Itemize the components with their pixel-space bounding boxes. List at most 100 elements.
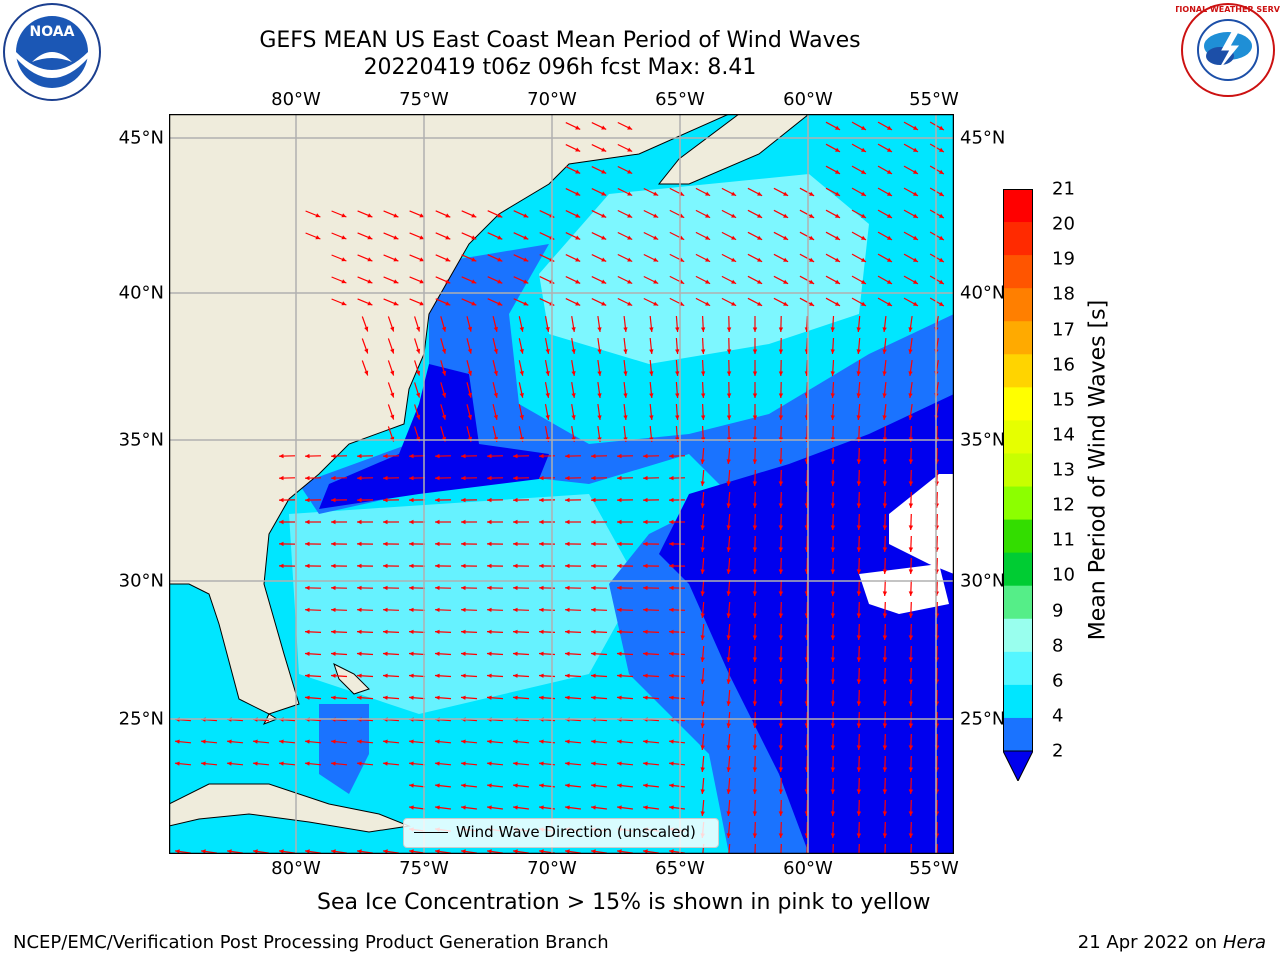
wind-arrow-head bbox=[669, 629, 674, 634]
wind-arrow-head bbox=[445, 235, 451, 240]
wind-arrow-head bbox=[341, 213, 347, 218]
wind-arrow-head bbox=[830, 525, 836, 530]
wind-arrow bbox=[754, 843, 756, 854]
wind-arrow-head bbox=[305, 673, 310, 678]
wind-arrow-head bbox=[253, 739, 258, 744]
wind-arrow-head bbox=[669, 497, 674, 503]
wind-arrow-head bbox=[861, 279, 866, 284]
wind-arrow-head bbox=[409, 673, 414, 678]
wind-arrow-head bbox=[778, 657, 784, 662]
wind-arrow-head bbox=[331, 453, 336, 459]
wind-arrow-head bbox=[513, 739, 518, 744]
wind-arrow-head bbox=[752, 701, 758, 706]
wind-arrow-head bbox=[830, 393, 835, 398]
wind-arrow-head bbox=[409, 783, 414, 788]
wind-arrow-head bbox=[643, 585, 648, 591]
wind-arrow-head bbox=[409, 739, 414, 744]
wind-arrow-head bbox=[726, 833, 731, 838]
wind-arrow-head bbox=[700, 767, 705, 772]
wind-arrow-head bbox=[461, 739, 466, 744]
wind-arrow-head bbox=[778, 349, 784, 354]
wind-arrow-head bbox=[539, 519, 544, 525]
wind-arrow-head bbox=[700, 811, 705, 816]
wind-arrow-head bbox=[882, 459, 888, 464]
wind-arrow-head bbox=[701, 393, 706, 398]
wind-arrow-head bbox=[669, 607, 674, 612]
wind-arrow-head bbox=[726, 811, 731, 816]
wind-arrow-head bbox=[409, 629, 414, 634]
wind-arrow-head bbox=[627, 257, 633, 262]
wind-arrow-head bbox=[390, 370, 395, 376]
wind-arrow-head bbox=[913, 257, 918, 262]
wind-arrow-head bbox=[367, 257, 373, 262]
wind-arrow-head bbox=[669, 783, 674, 788]
wind-arrow-head bbox=[305, 849, 310, 854]
wind-arrow-head bbox=[882, 767, 888, 772]
wind-arrow-head bbox=[778, 371, 784, 376]
wind-arrow-head bbox=[523, 235, 529, 240]
wind-arrow-head bbox=[341, 235, 347, 240]
wind-arrow-head bbox=[416, 370, 421, 376]
wind-arrow-head bbox=[383, 497, 388, 503]
wind-arrow-head bbox=[882, 833, 888, 838]
wind-arrow-head bbox=[445, 279, 451, 284]
wind-arrow-head bbox=[908, 547, 914, 552]
wind-arrow-head bbox=[461, 783, 466, 788]
colorbar-segment bbox=[1003, 618, 1033, 653]
wind-arrow-head bbox=[305, 541, 310, 547]
colorbar-segment bbox=[1003, 552, 1033, 587]
wind-arrow-head bbox=[856, 327, 861, 332]
wind-arrow-head bbox=[835, 257, 840, 262]
wind-arrow-head bbox=[887, 301, 892, 306]
wind-arrow-head bbox=[357, 695, 362, 700]
wind-arrow-head bbox=[617, 805, 622, 810]
wind-arrow-head bbox=[643, 607, 648, 612]
wind-arrow-head bbox=[617, 849, 622, 854]
wind-arrow-head bbox=[575, 169, 581, 174]
wind-arrow-head bbox=[643, 541, 648, 547]
wind-arrow-head bbox=[331, 673, 336, 678]
wind-arrow-head bbox=[856, 591, 862, 596]
wind-arrow-head bbox=[830, 635, 836, 640]
colorbar-tick-label: 19 bbox=[1052, 248, 1075, 270]
wind-arrow-head bbox=[939, 169, 944, 174]
wind-arrow-head bbox=[830, 459, 836, 464]
wind-arrow-head bbox=[467, 414, 472, 420]
wind-arrow-head bbox=[513, 497, 518, 503]
wind-arrow-head bbox=[497, 257, 503, 262]
wind-arrow-head bbox=[675, 327, 680, 332]
wind-arrow-head bbox=[565, 739, 570, 744]
wind-arrow-head bbox=[575, 235, 581, 240]
wind-arrow-head bbox=[513, 607, 518, 612]
wind-arrow-head bbox=[383, 673, 388, 678]
wind-arrow-head bbox=[383, 541, 388, 547]
wind-arrow-head bbox=[441, 414, 447, 420]
wind-arrow-head bbox=[357, 519, 362, 525]
wind-arrow-head bbox=[856, 503, 862, 508]
wind-arrow-head bbox=[487, 651, 492, 656]
colorbar bbox=[1003, 189, 1033, 781]
wind-arrow-head bbox=[435, 783, 440, 788]
wind-arrow-head bbox=[908, 459, 914, 464]
wind-arrow-head bbox=[539, 761, 544, 766]
wind-arrow-head bbox=[390, 392, 395, 398]
wind-arrow-head bbox=[617, 651, 622, 656]
wind-arrow-head bbox=[565, 695, 570, 700]
wind-arrow-head bbox=[861, 257, 866, 262]
wind-arrow-head bbox=[519, 393, 524, 398]
wind-arrow-head bbox=[487, 695, 492, 700]
wind-arrow-head bbox=[591, 651, 596, 656]
wind-arrow-head bbox=[809, 279, 815, 284]
wind-arrow-head bbox=[887, 125, 892, 130]
wind-arrow-head bbox=[390, 414, 395, 420]
wind-arrow-head bbox=[487, 585, 492, 591]
wind-arrow-head bbox=[591, 519, 596, 525]
wind-arrow-head bbox=[700, 635, 705, 640]
wind-arrow-head bbox=[487, 849, 492, 854]
wind-arrow-head bbox=[757, 213, 763, 218]
wind-arrow-head bbox=[752, 745, 758, 750]
wind-arrow-head bbox=[601, 169, 607, 174]
wind-arrow-head bbox=[643, 695, 648, 700]
wind-arrow-head bbox=[700, 591, 705, 596]
wind-arrow-head bbox=[519, 371, 524, 376]
